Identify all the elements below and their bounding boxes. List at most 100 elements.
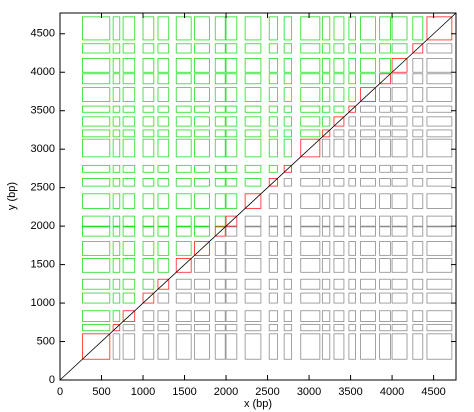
match-box [82, 57, 111, 73]
match-box [391, 193, 408, 209]
match-box [112, 164, 121, 173]
match-box [214, 43, 226, 54]
match-box [300, 258, 321, 273]
match-box [157, 164, 170, 173]
match-box [412, 73, 424, 85]
match-box [300, 215, 321, 227]
match-box [225, 43, 238, 54]
match-box [360, 116, 376, 127]
match-box [333, 87, 345, 102]
match-box [268, 258, 278, 273]
match-box [360, 310, 376, 322]
match-box [214, 278, 226, 290]
y-tick-label: 1500 [31, 258, 55, 270]
match-box [283, 73, 293, 85]
match-box [175, 258, 192, 273]
match-box [214, 292, 226, 304]
match-box [194, 87, 210, 102]
match-box [175, 87, 192, 102]
match-box [142, 215, 155, 227]
match-box [412, 278, 424, 290]
match-box [300, 116, 321, 127]
match-box [157, 310, 170, 322]
match-box [225, 16, 238, 41]
match-box [283, 57, 293, 73]
match-box [391, 105, 408, 113]
y-axis-label: y (bp) [6, 182, 18, 210]
match-box [112, 116, 121, 127]
match-box [426, 105, 453, 113]
match-box [379, 138, 391, 158]
match-box [194, 258, 210, 273]
match-box [214, 215, 226, 227]
match-box [157, 193, 170, 209]
match-box [268, 105, 278, 113]
match-box [82, 129, 111, 138]
match-box [82, 215, 111, 227]
match-box [391, 258, 408, 273]
match-box [157, 16, 170, 41]
match-box [194, 105, 210, 113]
match-box [82, 87, 111, 102]
match-box [379, 73, 391, 85]
match-box [82, 324, 111, 332]
match-box [300, 241, 321, 256]
match-box [379, 178, 391, 187]
match-box [112, 278, 121, 290]
match-box [283, 278, 293, 290]
match-box [300, 324, 321, 332]
match-box [112, 43, 121, 54]
match-box [426, 215, 453, 227]
match-box [122, 241, 136, 256]
x-tick-label: 2500 [255, 386, 279, 398]
match-box [283, 324, 293, 332]
match-box [194, 73, 210, 85]
match-box [333, 138, 345, 158]
match-box [391, 57, 408, 73]
match-box [142, 226, 155, 237]
match-box [379, 241, 391, 256]
match-box [360, 178, 376, 187]
match-box [360, 193, 376, 209]
match-box [142, 57, 155, 73]
match-box [333, 258, 345, 273]
match-box [142, 193, 155, 209]
match-box [214, 16, 226, 41]
match-box [82, 292, 111, 304]
match-box [214, 310, 226, 322]
match-box [244, 138, 262, 158]
match-box [360, 226, 376, 237]
match-box [333, 193, 345, 209]
match-box [244, 241, 262, 256]
match-box [194, 278, 210, 290]
match-box [214, 73, 226, 85]
match-box [333, 164, 345, 173]
match-box [175, 324, 192, 332]
match-box [391, 16, 408, 41]
match-box [391, 278, 408, 290]
match-box [379, 215, 391, 227]
match-box [412, 138, 424, 158]
match-box [82, 278, 111, 290]
match-box [426, 310, 453, 322]
match-box [194, 226, 210, 237]
match-box [379, 87, 391, 102]
match-box [268, 43, 278, 54]
match-box [175, 310, 192, 322]
x-tick-label: 4000 [380, 386, 404, 398]
y-tick-label: 4000 [31, 66, 55, 78]
match-box [225, 292, 238, 304]
match-box [321, 278, 331, 290]
match-box [82, 138, 111, 158]
match-box [244, 43, 262, 54]
match-box [175, 116, 192, 127]
match-box [157, 292, 170, 304]
match-box [194, 193, 210, 209]
match-box [214, 105, 226, 113]
match-box [122, 138, 136, 158]
match-box [142, 43, 155, 54]
match-box [122, 16, 136, 41]
match-box [157, 129, 170, 138]
match-box [82, 333, 111, 360]
